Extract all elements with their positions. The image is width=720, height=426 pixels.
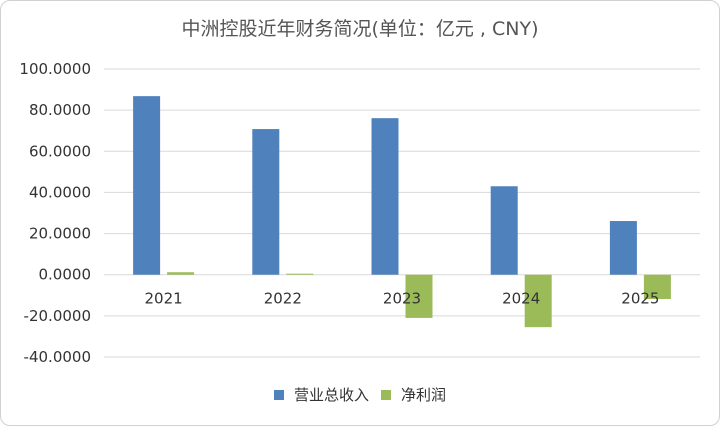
y-tick-label: -40.0000	[24, 348, 91, 366]
x-category-label: 2023	[383, 290, 421, 308]
bar-revenue-2023	[371, 118, 399, 275]
bar-net-profit-2023	[405, 274, 433, 318]
y-tick-label: 20.0000	[29, 225, 91, 243]
y-tick-label: 40.0000	[29, 183, 91, 201]
legend-label-net-profit: 净利润	[401, 386, 447, 404]
legend: 营业总收入 净利润	[0, 384, 720, 405]
y-axis-ticks: 100.0000 80.0000 60.0000 40.0000 20.0000 0.00…	[19, 60, 91, 366]
legend-swatch-revenue	[273, 389, 284, 400]
y-tick-label: 100.0000	[19, 60, 91, 78]
bar-revenue-2025	[609, 221, 637, 275]
x-category-label: 2025	[621, 290, 659, 308]
legend-swatch-net-profit	[381, 389, 391, 400]
x-category-label: 2022	[264, 290, 302, 308]
y-tick-label: 80.0000	[29, 101, 91, 119]
bar-net-profit-2024	[524, 274, 552, 328]
x-axis-categories: 2021 2022 2023 2024 2025	[145, 290, 660, 308]
x-category-label: 2024	[502, 290, 540, 308]
bar-revenue-2024	[490, 186, 518, 275]
bar-net-profit-2022	[286, 273, 314, 275]
y-tick-label: -20.0000	[24, 307, 91, 325]
y-tick-label: 60.0000	[29, 142, 91, 160]
y-tick-label: 0.0000	[39, 266, 92, 284]
bar-net-profit-2021	[167, 272, 195, 275]
bar-net-profit-2025	[643, 274, 671, 299]
legend-item-net-profit: 净利润	[381, 384, 446, 405]
legend-item-revenue: 营业总收入	[273, 384, 369, 405]
bar-revenue-2021	[133, 96, 161, 275]
gridlines	[104, 68, 700, 358]
x-category-label: 2021	[145, 290, 183, 308]
bar-revenue-2022	[252, 129, 280, 275]
legend-label-revenue: 营业总收入	[293, 386, 369, 404]
chart-title: 中洲控股近年财务简况(单位：亿元 , CNY)	[181, 18, 539, 40]
bars	[133, 96, 671, 328]
